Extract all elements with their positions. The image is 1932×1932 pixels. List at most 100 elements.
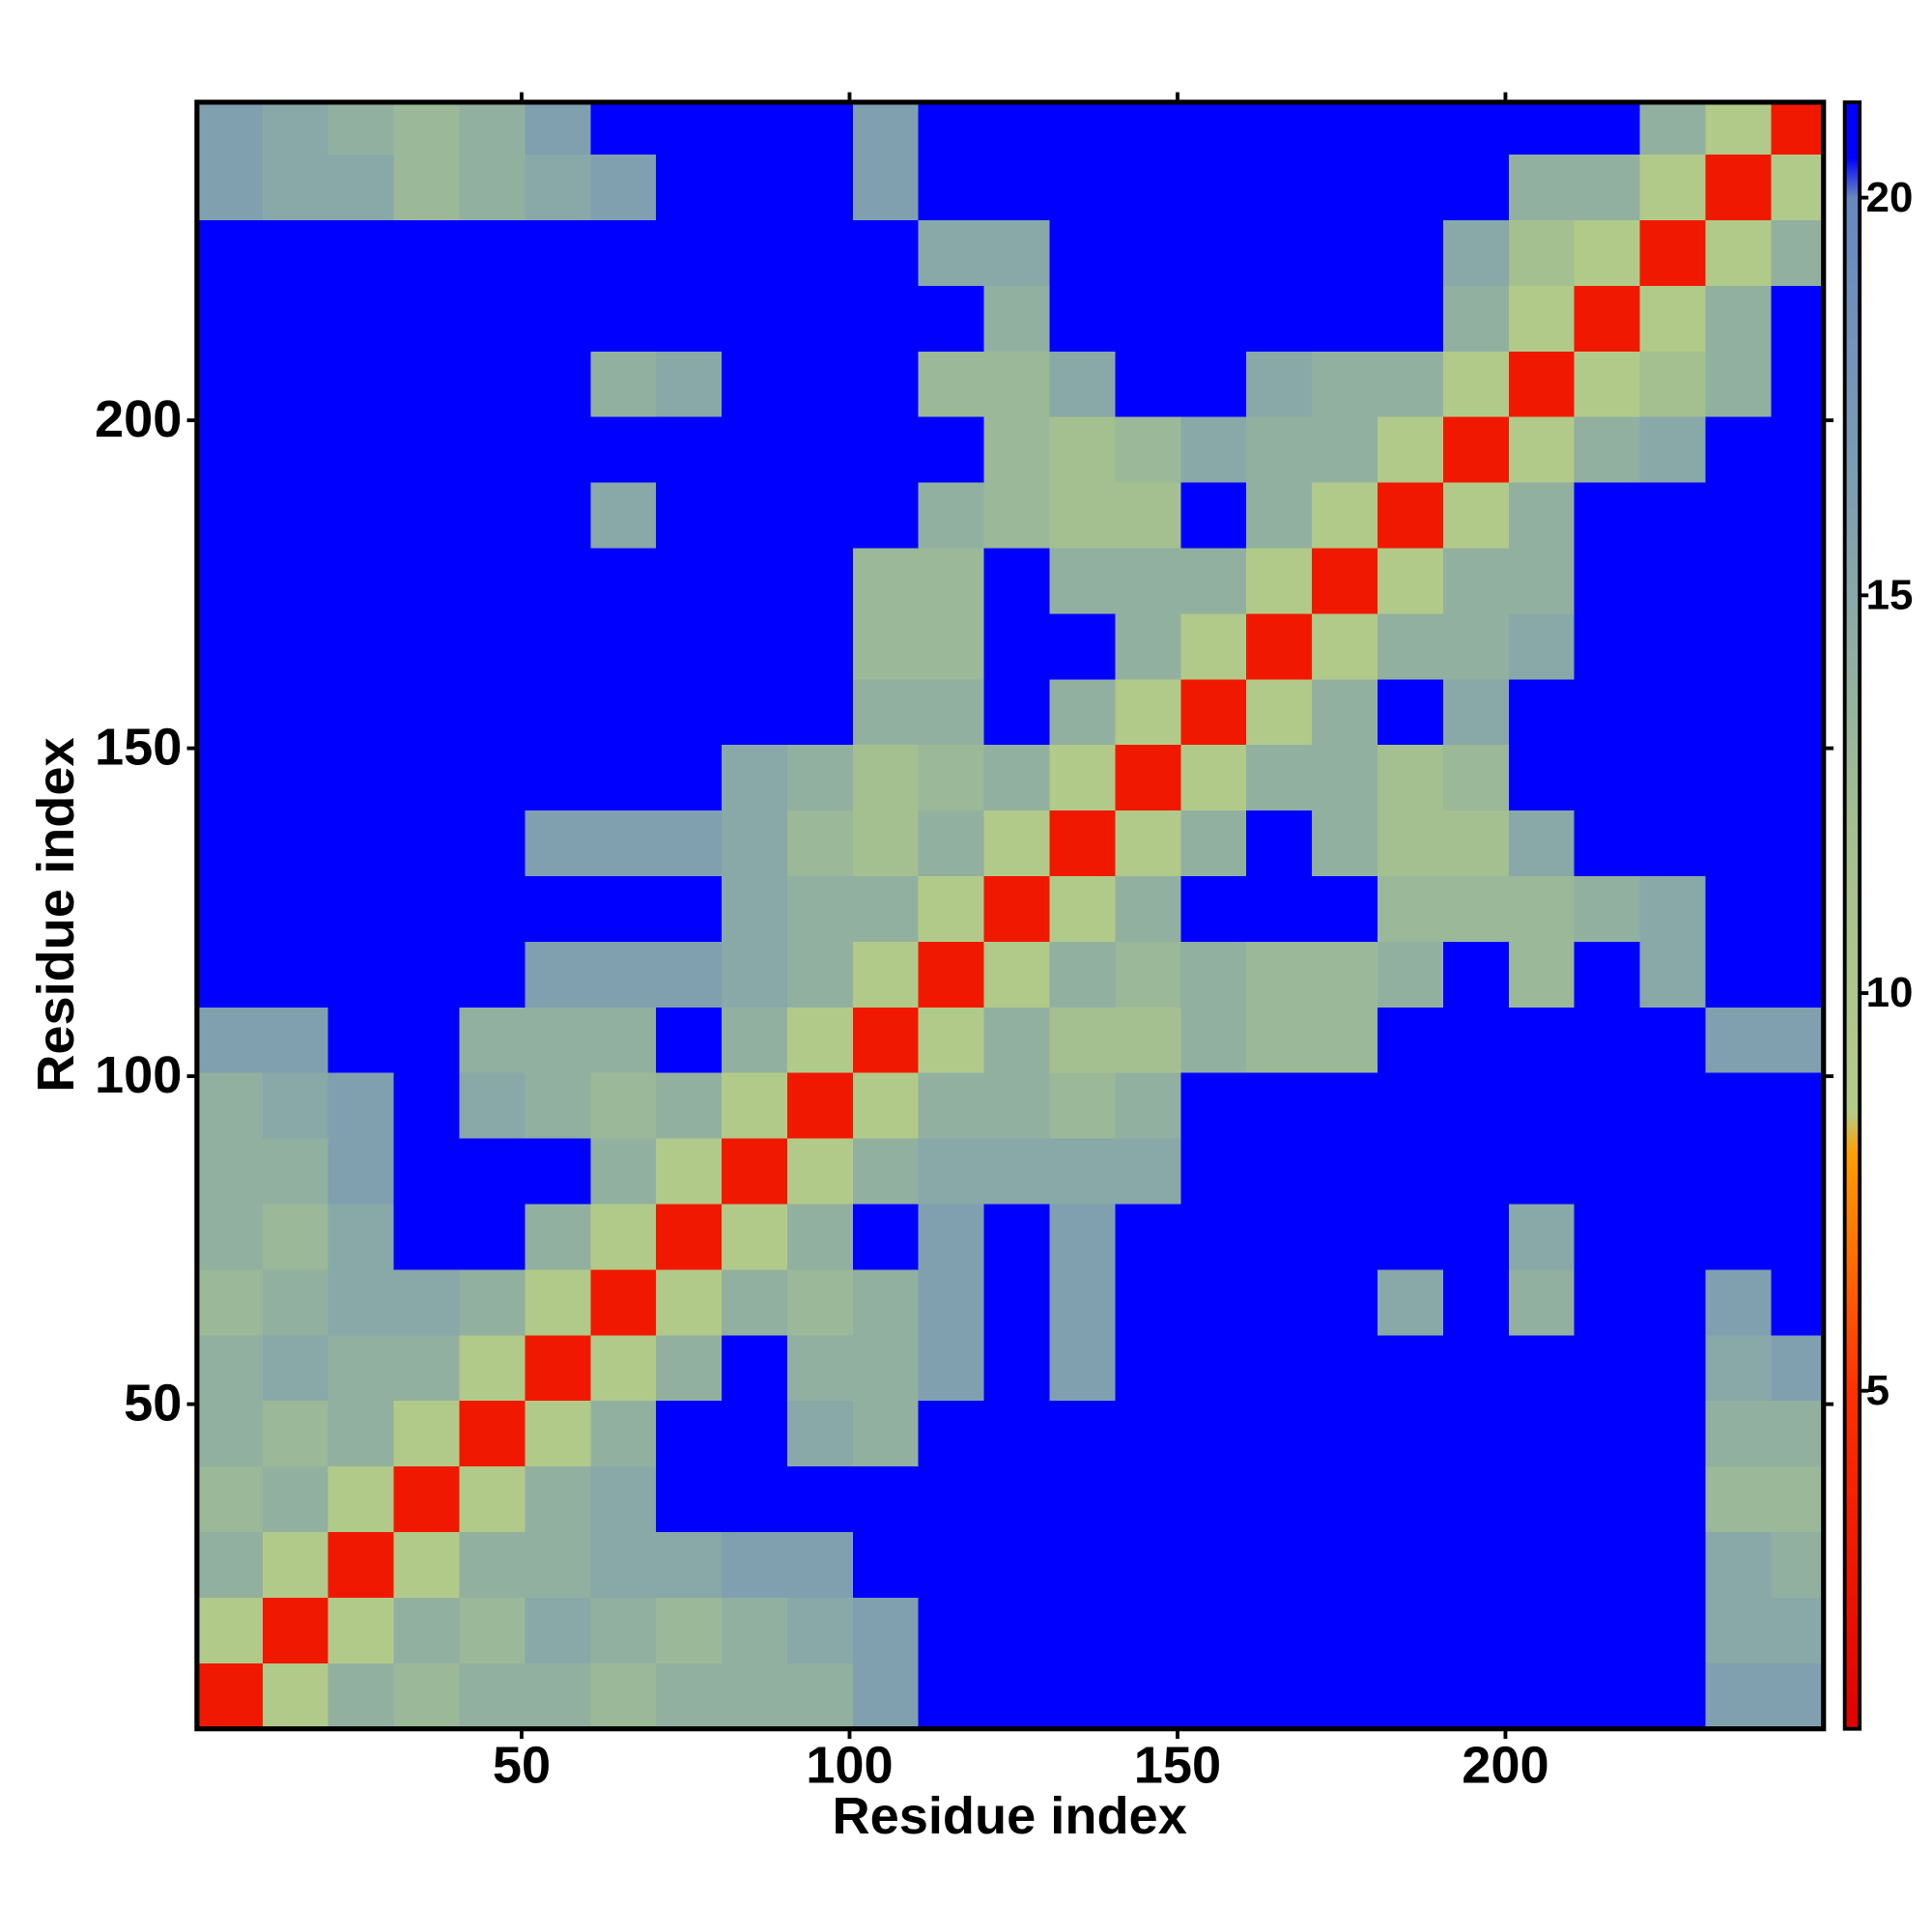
heatmap-cell bbox=[1639, 1072, 1706, 1139]
heatmap-cell bbox=[525, 1204, 591, 1270]
heatmap-cell bbox=[1442, 1401, 1509, 1467]
heatmap-cell bbox=[1246, 876, 1313, 942]
heatmap-cell bbox=[722, 876, 787, 942]
heatmap-cell bbox=[1378, 1335, 1443, 1402]
heatmap-cell bbox=[393, 1531, 460, 1598]
heatmap-cell bbox=[722, 1138, 787, 1205]
heatmap-cell bbox=[1639, 810, 1706, 877]
heatmap-cell bbox=[983, 1269, 1050, 1336]
heatmap-cell bbox=[262, 810, 328, 877]
heatmap-cell bbox=[590, 548, 657, 614]
heatmap-cell bbox=[1378, 155, 1443, 221]
heatmap-cell bbox=[786, 1269, 853, 1336]
heatmap-cell bbox=[1639, 1269, 1706, 1336]
heatmap-cell bbox=[722, 1662, 787, 1729]
heatmap-cell bbox=[983, 1466, 1050, 1532]
heatmap-cell bbox=[525, 482, 591, 549]
heatmap-cell bbox=[1180, 1335, 1247, 1402]
heatmap-cell bbox=[852, 876, 919, 942]
heatmap-cell bbox=[196, 285, 263, 352]
heatmap-cell bbox=[722, 1007, 787, 1073]
heatmap-cell bbox=[1771, 220, 1824, 286]
heatmap-cell bbox=[327, 1007, 394, 1073]
heatmap-cell bbox=[1574, 1401, 1640, 1467]
heatmap-cell bbox=[1705, 613, 1772, 680]
heatmap-cell bbox=[1115, 1401, 1181, 1467]
heatmap-cell bbox=[1049, 1072, 1116, 1139]
heatmap-cell bbox=[1639, 1335, 1706, 1402]
heatmap-cell bbox=[393, 482, 460, 549]
heatmap-cell bbox=[393, 220, 460, 286]
heatmap-cell bbox=[722, 285, 787, 352]
heatmap-cell bbox=[590, 941, 657, 1008]
heatmap-cell bbox=[1180, 1597, 1247, 1663]
heatmap-cell bbox=[1312, 482, 1378, 549]
heatmap-cell bbox=[262, 1007, 328, 1073]
heatmap-cell bbox=[393, 941, 460, 1008]
heatmap-cell bbox=[525, 1269, 591, 1336]
heatmap-cell bbox=[327, 1335, 394, 1402]
heatmap-cell bbox=[983, 482, 1050, 549]
heatmap-cell bbox=[1574, 548, 1640, 614]
heatmap-cell bbox=[1771, 482, 1824, 549]
heatmap-cell bbox=[393, 679, 460, 746]
heatmap-cell bbox=[1508, 613, 1575, 680]
heatmap-cell bbox=[459, 1597, 526, 1663]
heatmap-cell bbox=[525, 548, 591, 614]
heatmap-cell bbox=[1115, 482, 1181, 549]
heatmap-cell bbox=[196, 482, 263, 549]
heatmap-cell bbox=[1246, 351, 1313, 417]
heatmap-cell bbox=[656, 1597, 723, 1663]
heatmap-cell bbox=[196, 810, 263, 877]
heatmap-cell bbox=[1705, 1466, 1772, 1532]
heatmap-cell bbox=[1180, 548, 1247, 614]
heatmap-cell bbox=[1246, 1466, 1313, 1532]
heatmap-cell bbox=[1049, 941, 1116, 1008]
heatmap-cell bbox=[1246, 1204, 1313, 1270]
heatmap-cell bbox=[1442, 613, 1509, 680]
heatmap-cell bbox=[656, 155, 723, 221]
heatmap-cell bbox=[459, 1269, 526, 1336]
heatmap-cell bbox=[590, 482, 657, 549]
heatmap-cell bbox=[1378, 548, 1443, 614]
heatmap-cell bbox=[327, 1269, 394, 1336]
heatmap-cell bbox=[786, 1401, 853, 1467]
heatmap-cell bbox=[983, 613, 1050, 680]
heatmap-cell bbox=[459, 285, 526, 352]
heatmap-cell bbox=[1378, 1401, 1443, 1467]
heatmap-cell bbox=[722, 155, 787, 221]
heatmap-cell bbox=[393, 1335, 460, 1402]
heatmap-cell bbox=[1508, 941, 1575, 1008]
heatmap-cell bbox=[1115, 1204, 1181, 1270]
heatmap-cell bbox=[918, 1662, 984, 1729]
heatmap-cell bbox=[1180, 1138, 1247, 1205]
heatmap-cell bbox=[196, 416, 263, 483]
heatmap-cell bbox=[459, 941, 526, 1008]
heatmap-cell bbox=[852, 101, 919, 156]
heatmap-cell bbox=[1442, 1269, 1509, 1336]
heatmap-cell bbox=[327, 876, 394, 942]
heatmap-cell bbox=[1639, 1138, 1706, 1205]
heatmap-cell bbox=[786, 810, 853, 877]
heatmap-cell bbox=[852, 1401, 919, 1467]
heatmap-cell bbox=[1049, 679, 1116, 746]
heatmap-cell bbox=[918, 101, 984, 156]
heatmap-cell bbox=[196, 220, 263, 286]
heatmap-cell bbox=[393, 548, 460, 614]
heatmap-cell bbox=[196, 1269, 263, 1336]
heatmap-cell bbox=[1378, 101, 1443, 156]
heatmap-cell bbox=[852, 1269, 919, 1336]
heatmap-cell bbox=[786, 482, 853, 549]
heatmap-cell bbox=[590, 1204, 657, 1270]
heatmap-cell bbox=[327, 285, 394, 352]
y-tick-label: 150 bbox=[95, 718, 182, 776]
heatmap-cell bbox=[1246, 548, 1313, 614]
heatmap-cell bbox=[590, 416, 657, 483]
heatmap-cell bbox=[852, 155, 919, 221]
heatmap-cell bbox=[1705, 220, 1772, 286]
heatmap-cell bbox=[1705, 1335, 1772, 1402]
heatmap-cell bbox=[786, 745, 853, 811]
heatmap-cell bbox=[1049, 101, 1116, 156]
heatmap-cell bbox=[1574, 1204, 1640, 1270]
heatmap-cell bbox=[590, 810, 657, 877]
